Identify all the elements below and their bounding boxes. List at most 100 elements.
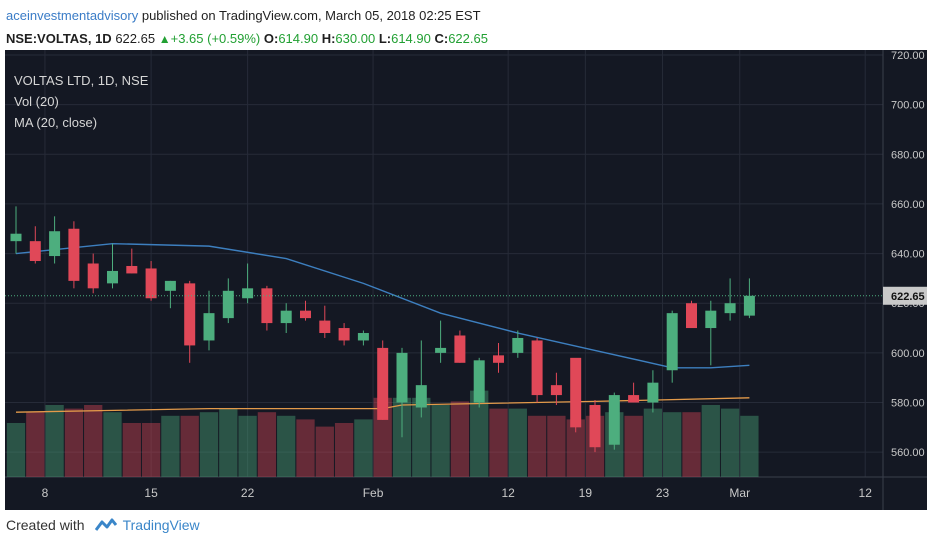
y-tick-label: 680.00 (891, 149, 925, 161)
legend-volume[interactable]: Vol (20) (14, 94, 59, 109)
volume-bar (470, 390, 489, 477)
candle-body[interactable] (68, 228, 80, 281)
candle-body[interactable] (300, 310, 311, 319)
volume-bar (64, 408, 84, 477)
volume-bar (547, 415, 566, 477)
volume-bar (740, 415, 759, 477)
candle-body[interactable] (10, 233, 22, 242)
chart-background (5, 50, 927, 510)
volume-bar (141, 423, 161, 477)
current-price-tag (883, 286, 927, 305)
candle-body[interactable] (49, 231, 61, 257)
volume-bar (643, 408, 663, 477)
candle-body[interactable] (512, 337, 524, 353)
candle-body[interactable] (184, 283, 196, 346)
y-tick-label: 720.00 (891, 50, 925, 62)
volume-bar (720, 408, 740, 477)
x-tick-label: 15 (144, 486, 158, 500)
symbol-line: NSE:VOLTAS, 1D 622.65 ▲+3.65 (+0.59%) O:… (6, 27, 926, 51)
x-tick-label: 19 (579, 486, 593, 500)
candle-body[interactable] (589, 405, 601, 448)
ma-line (15, 242, 750, 369)
high-value: 630.00 (335, 31, 376, 46)
volume-bar (663, 412, 682, 477)
candle-body[interactable] (454, 335, 466, 363)
volume-bar (45, 405, 64, 477)
candle-body[interactable] (473, 360, 485, 403)
created-with-text: Created with (6, 517, 85, 533)
high-label: H: (321, 31, 336, 46)
volume-bar (682, 412, 701, 477)
candle-body[interactable] (164, 280, 176, 291)
candle-body[interactable] (222, 290, 234, 319)
candle-body[interactable] (705, 310, 717, 329)
candle-body[interactable] (338, 328, 350, 341)
volume-bar (431, 405, 450, 477)
legend-ma[interactable]: MA (20, close) (14, 115, 98, 130)
candle-body[interactable] (647, 382, 659, 403)
candle-body[interactable] (126, 265, 138, 274)
y-tick-label: 660.00 (891, 199, 925, 211)
volume-bar (26, 412, 45, 477)
author-link[interactable]: aceinvestmentadvisory (6, 8, 139, 23)
candle-body[interactable] (531, 340, 543, 396)
candle-body[interactable] (357, 333, 369, 341)
volume-bar (392, 397, 412, 477)
tradingview-logo-icon (94, 518, 117, 531)
volume-bar (199, 412, 219, 477)
legend-title: VOLTAS LTD, 1D, NSE (14, 73, 149, 88)
candle-body[interactable] (415, 385, 427, 408)
y-tick-label: 580.00 (891, 398, 925, 410)
candle-body[interactable] (242, 288, 254, 299)
close-value: 622.65 (448, 31, 488, 46)
candle-body[interactable] (686, 303, 697, 329)
x-tick-label: Mar (729, 486, 750, 500)
volume-bar (354, 419, 373, 477)
candle-body[interactable] (87, 263, 99, 289)
volume-bar (277, 415, 296, 477)
symbol-label: NSE:VOLTAS, 1D (6, 31, 112, 46)
candle-body[interactable] (261, 288, 273, 324)
candle-body[interactable] (666, 313, 678, 371)
candle-body[interactable] (203, 313, 215, 341)
candle-body[interactable] (628, 395, 640, 403)
candle-body[interactable] (107, 270, 118, 284)
footer: Created with TradingView (6, 517, 200, 533)
candle-body[interactable] (724, 303, 736, 314)
volume-bar (315, 426, 334, 477)
candle-body[interactable] (550, 385, 562, 396)
candle-body[interactable] (493, 355, 504, 363)
candle-body[interactable] (570, 357, 582, 428)
x-tick-label: 12 (501, 486, 515, 500)
candle-body[interactable] (743, 295, 755, 316)
price-change: +3.65 (+0.59%) (170, 31, 261, 46)
volume-bar (238, 415, 257, 477)
volume-bar (624, 415, 643, 477)
published-text: published on TradingView.com, March 05, … (138, 8, 481, 23)
volume-bar (566, 419, 585, 477)
candle-body[interactable] (280, 310, 292, 324)
volume-bar (122, 423, 141, 477)
current-price-label: 622.65 (891, 291, 925, 303)
volume-bar (180, 415, 199, 477)
candle-body[interactable] (145, 268, 157, 299)
volume-bar (527, 415, 547, 477)
x-tick-label: 8 (42, 486, 49, 500)
candle-body[interactable] (377, 347, 389, 420)
chart-legend: VOLTAS LTD, 1D, NSE Vol (20) MA (20, clo… (14, 70, 148, 133)
volume-bar (84, 405, 103, 477)
volume-bar (161, 415, 180, 477)
price-chart[interactable]: 560.00580.00600.00620.00640.00660.00680.… (5, 50, 927, 510)
x-tick-label: 23 (656, 486, 670, 500)
chart-area[interactable]: 560.00580.00600.00620.00640.00660.00680.… (5, 50, 927, 510)
candle-body[interactable] (29, 241, 41, 262)
candle-body[interactable] (608, 395, 620, 445)
candle-body[interactable] (396, 352, 408, 403)
tradingview-brand[interactable]: TradingView (122, 517, 200, 533)
volume-bar (257, 412, 277, 477)
candle-body[interactable] (435, 347, 447, 353)
x-tick-label: Feb (363, 486, 384, 500)
x-tick-label: 12 (859, 486, 873, 500)
candle-body[interactable] (319, 320, 331, 334)
volume-bar (334, 423, 354, 477)
